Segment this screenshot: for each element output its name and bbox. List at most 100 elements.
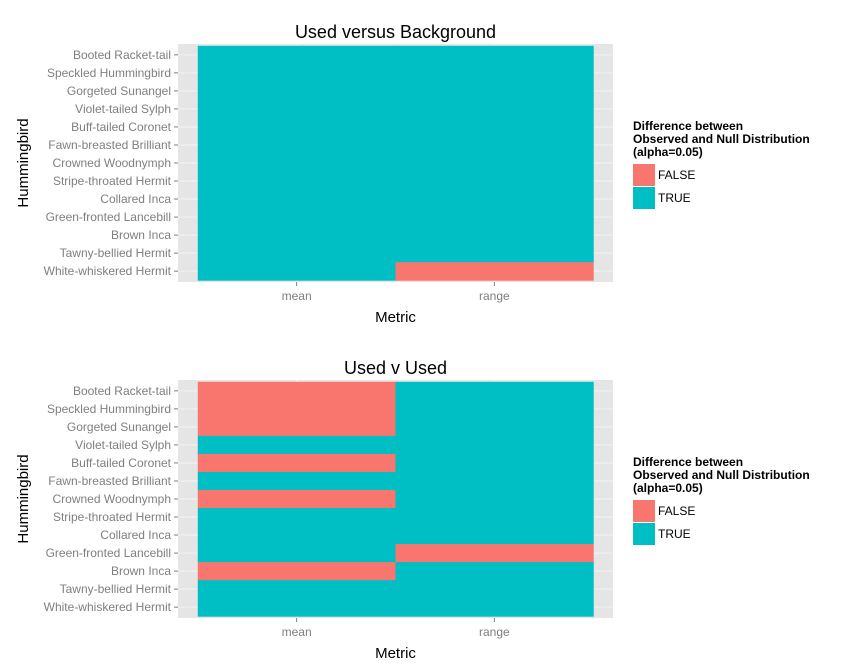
chart-title: Used v Used — [344, 358, 447, 378]
tile-range-2 — [395, 399, 594, 419]
tile-range-5 — [395, 453, 594, 473]
tile-range-1 — [395, 45, 594, 65]
legend-key-true — [633, 523, 655, 545]
legend-title: Difference between — [633, 119, 743, 133]
x-tick-label: mean — [282, 625, 312, 639]
tile-mean-6 — [197, 471, 396, 491]
y-tick-label: Brown Inca — [111, 564, 171, 578]
tile-range-9 — [395, 526, 594, 545]
tile-mean-13 — [197, 598, 396, 617]
x-axis-title: Metric — [375, 309, 416, 326]
tile-range-9 — [395, 190, 594, 209]
tile-mean-5 — [197, 453, 396, 473]
y-tick-label: Brown Inca — [111, 228, 171, 242]
tile-mean-1 — [197, 45, 396, 65]
tile-range-1 — [395, 381, 594, 401]
y-tick-label: Tawny-bellied Hermit — [60, 582, 172, 596]
tile-mean-9 — [197, 190, 396, 209]
tile-range-7 — [395, 489, 594, 509]
tile-range-6 — [395, 471, 594, 491]
chart-panel-1: Booted Racket-tail Speckled Hummingbird Go… — [15, 22, 810, 326]
legend-label: FALSE — [658, 168, 695, 182]
y-tick-label: Fawn-breasted Brilliant — [48, 138, 171, 152]
legend-key-true — [633, 187, 655, 209]
y-tick-label: Buff-tailed Coronet — [71, 456, 172, 470]
tile-range-7 — [395, 153, 594, 173]
legend-label: TRUE — [658, 191, 691, 205]
tile-range-10 — [395, 208, 594, 227]
legend-label: TRUE — [658, 527, 691, 541]
tile-mean-8 — [197, 172, 396, 191]
tile-range-3 — [395, 417, 594, 437]
y-tick-label: Stripe-throated Hermit — [53, 510, 172, 524]
tile-mean-2 — [197, 399, 396, 419]
y-tick-label: Stripe-throated Hermit — [53, 174, 172, 188]
tile-range-13 — [395, 262, 594, 281]
y-tick-label: Violet-tailed Sylph — [75, 102, 171, 116]
tile-mean-6 — [197, 135, 396, 155]
tile-mean-10 — [197, 544, 396, 563]
tile-mean-12 — [197, 580, 396, 599]
tile-mean-1 — [197, 381, 396, 401]
y-tick-label: Gorgeted Sunangel — [67, 420, 171, 434]
y-tick-label: Booted Racket-tail — [73, 384, 171, 398]
y-tick-label: Speckled Hummingbird — [47, 66, 171, 80]
legend-title: (alpha=0.05) — [633, 145, 703, 159]
tile-range-6 — [395, 135, 594, 155]
tile-mean-11 — [197, 562, 396, 581]
tile-range-12 — [395, 580, 594, 599]
tile-range-4 — [395, 99, 594, 119]
y-tick-label: Violet-tailed Sylph — [75, 438, 171, 452]
y-tick-label: Crowned Woodnymph — [52, 156, 171, 170]
y-tick-label: White-whiskered Hermit — [44, 600, 172, 614]
y-axis-title: Hummingbird — [15, 454, 32, 543]
tile-mean-8 — [197, 508, 396, 527]
y-tick-label: Green-fronted Lancebill — [46, 210, 171, 224]
tile-mean-4 — [197, 435, 396, 455]
y-tick-label: Speckled Hummingbird — [47, 402, 171, 416]
tile-mean-11 — [197, 226, 396, 245]
legend-title: Difference between — [633, 455, 743, 469]
x-tick-label: range — [479, 625, 510, 639]
tile-mean-2 — [197, 63, 396, 83]
y-tick-label: Gorgeted Sunangel — [67, 84, 171, 98]
tile-range-4 — [395, 435, 594, 455]
chart-title: Used versus Background — [295, 22, 496, 42]
chart-panel-2: Booted Racket-tail Speckled Hummingbird Go… — [15, 358, 810, 662]
legend-key-false — [633, 164, 655, 186]
y-tick-label: Collared Inca — [100, 192, 171, 206]
tile-range-12 — [395, 244, 594, 263]
legend-key-false — [633, 500, 655, 522]
legend-label: FALSE — [658, 504, 695, 518]
tile-range-8 — [395, 172, 594, 191]
legend-title: (alpha=0.05) — [633, 481, 703, 495]
x-tick-label: mean — [282, 289, 312, 303]
tile-range-8 — [395, 508, 594, 527]
tile-mean-5 — [197, 117, 396, 137]
y-tick-label: White-whiskered Hermit — [44, 264, 172, 278]
y-tick-label: Green-fronted Lancebill — [46, 546, 171, 560]
tile-range-11 — [395, 562, 594, 581]
legend-title: Observed and Null Distribution — [633, 468, 810, 482]
tile-mean-7 — [197, 153, 396, 173]
tile-range-11 — [395, 226, 594, 245]
tile-range-2 — [395, 63, 594, 83]
y-tick-label: Buff-tailed Coronet — [71, 120, 172, 134]
y-axis-title: Hummingbird — [15, 118, 32, 207]
tile-mean-9 — [197, 526, 396, 545]
tile-mean-3 — [197, 81, 396, 101]
y-tick-label: Collared Inca — [100, 528, 171, 542]
tile-mean-3 — [197, 417, 396, 437]
y-tick-label: Crowned Woodnymph — [52, 492, 171, 506]
tile-mean-12 — [197, 244, 396, 263]
legend-title: Observed and Null Distribution — [633, 132, 810, 146]
tile-mean-4 — [197, 99, 396, 119]
tile-mean-13 — [197, 262, 396, 281]
y-tick-label: Booted Racket-tail — [73, 48, 171, 62]
x-axis-title: Metric — [375, 645, 416, 662]
y-tick-label: Tawny-bellied Hermit — [60, 246, 172, 260]
tile-range-10 — [395, 544, 594, 563]
